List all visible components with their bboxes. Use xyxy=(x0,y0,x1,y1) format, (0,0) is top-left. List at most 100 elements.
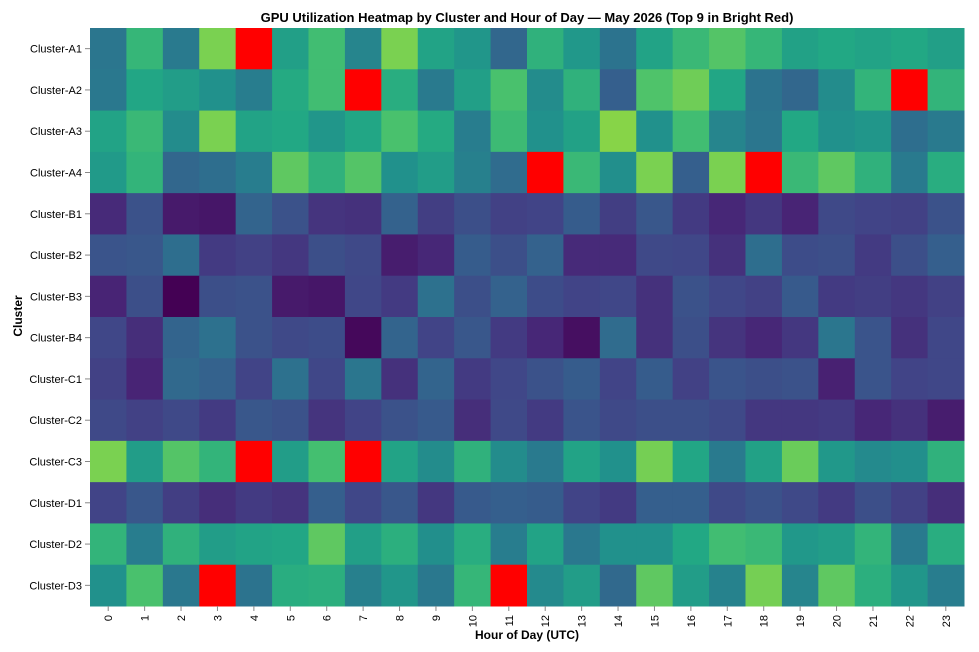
heatmap-cell xyxy=(636,317,674,359)
heatmap-cell xyxy=(344,482,382,524)
heatmap-cell xyxy=(599,193,637,235)
heatmap-cell xyxy=(490,110,528,153)
x-tick-label: 5 xyxy=(285,615,297,621)
heatmap-cell xyxy=(272,317,309,359)
x-tick-label: 0 xyxy=(103,615,115,621)
heatmap-cell xyxy=(90,564,127,607)
heatmap-cell xyxy=(90,482,127,524)
heatmap-cell xyxy=(490,399,528,442)
heatmap-cell xyxy=(745,358,783,401)
heatmap-cell xyxy=(781,234,819,277)
heatmap-cell xyxy=(599,399,637,442)
heatmap-cell xyxy=(563,275,601,318)
heatmap-cell xyxy=(599,275,637,318)
heatmap-cell xyxy=(891,523,929,566)
heatmap-cell xyxy=(891,275,929,318)
heatmap-cell xyxy=(344,317,382,359)
heatmap-cell xyxy=(381,317,419,359)
heatmap-cell xyxy=(563,523,601,566)
heatmap-cell xyxy=(162,440,200,483)
heatmap-cell xyxy=(308,193,346,235)
heatmap-cell xyxy=(709,399,746,442)
heatmap-cell xyxy=(454,482,492,524)
heatmap-cell xyxy=(563,358,601,401)
x-tick-label: 12 xyxy=(540,615,552,627)
heatmap-cell-highlighted xyxy=(344,440,382,483)
heatmap-cell xyxy=(527,482,564,524)
heatmap-cell xyxy=(891,440,929,483)
heatmap-cell xyxy=(199,193,237,235)
heatmap-cell xyxy=(927,564,965,607)
heatmap-cell xyxy=(199,110,237,153)
heatmap-cell xyxy=(126,482,164,524)
y-tick-label: Cluster-C1 xyxy=(29,374,82,386)
heatmap-cell xyxy=(90,317,127,359)
heatmap-cell xyxy=(308,275,346,318)
heatmap-cell xyxy=(417,69,455,112)
heatmap-cell xyxy=(199,234,237,277)
heatmap-cell xyxy=(454,69,492,112)
heatmap-cell xyxy=(527,28,564,70)
heatmap-cell xyxy=(235,317,273,359)
x-tick-label: 2 xyxy=(176,615,188,621)
heatmap-cell xyxy=(454,234,492,277)
heatmap-cell xyxy=(308,399,346,442)
heatmap-cell xyxy=(490,193,528,235)
heatmap-cell xyxy=(636,564,674,607)
heatmap-cell xyxy=(636,399,674,442)
x-tick-label: 18 xyxy=(759,615,771,627)
heatmap-cell xyxy=(381,110,419,153)
heatmap-cell xyxy=(126,399,164,442)
heatmap-cell xyxy=(162,193,200,235)
heatmap-cell xyxy=(90,399,127,442)
heatmap-cell xyxy=(927,234,965,277)
heatmap-cell xyxy=(527,275,564,318)
heatmap-cell xyxy=(563,234,601,277)
y-tick-label: Cluster-A1 xyxy=(30,44,82,56)
heatmap-cell xyxy=(818,440,856,483)
heatmap-cell xyxy=(854,69,892,112)
heatmap-cell xyxy=(417,275,455,318)
heatmap-cell xyxy=(199,275,237,318)
heatmap-cell xyxy=(454,151,492,194)
heatmap-cell xyxy=(381,399,419,442)
heatmap-cell xyxy=(90,69,127,112)
x-tick-label: 8 xyxy=(395,615,407,621)
chart-title: GPU Utilization Heatmap by Cluster and H… xyxy=(261,10,794,25)
heatmap-cell xyxy=(490,69,528,112)
heatmap-cell xyxy=(199,440,237,483)
x-tick-label: 16 xyxy=(686,615,698,627)
heatmap-cell xyxy=(709,110,746,153)
heatmap-cell xyxy=(162,523,200,566)
heatmap-cell xyxy=(636,440,674,483)
heatmap-cell xyxy=(927,193,965,235)
heatmap-cell xyxy=(891,399,929,442)
heatmap-cell xyxy=(162,564,200,607)
heatmap-cell xyxy=(599,358,637,401)
heatmap-cell xyxy=(417,110,455,153)
heatmap-cell xyxy=(818,399,856,442)
heatmap-cell xyxy=(599,317,637,359)
heatmap-cell xyxy=(781,564,819,607)
heatmap-cell xyxy=(927,151,965,194)
heatmap-cell xyxy=(90,234,127,277)
heatmap-cell xyxy=(672,69,710,112)
heatmap-cell xyxy=(709,234,746,277)
heatmap-cell xyxy=(781,523,819,566)
x-tick-label: 21 xyxy=(868,615,880,627)
x-tick-label: 13 xyxy=(577,615,589,627)
heatmap-cell xyxy=(490,234,528,277)
x-tick-label: 3 xyxy=(212,615,224,621)
heatmap-cell xyxy=(745,234,783,277)
y-tick-label: Cluster-B1 xyxy=(30,209,82,221)
heatmap-cell xyxy=(454,399,492,442)
x-axis-title: Hour of Day (UTC) xyxy=(475,628,579,642)
heatmap-cell xyxy=(126,523,164,566)
heatmap-cell xyxy=(745,275,783,318)
heatmap-cell xyxy=(162,482,200,524)
heatmap-cell xyxy=(308,440,346,483)
heatmap-cell xyxy=(235,399,273,442)
heatmap-cell xyxy=(162,317,200,359)
heatmap-cell xyxy=(599,440,637,483)
